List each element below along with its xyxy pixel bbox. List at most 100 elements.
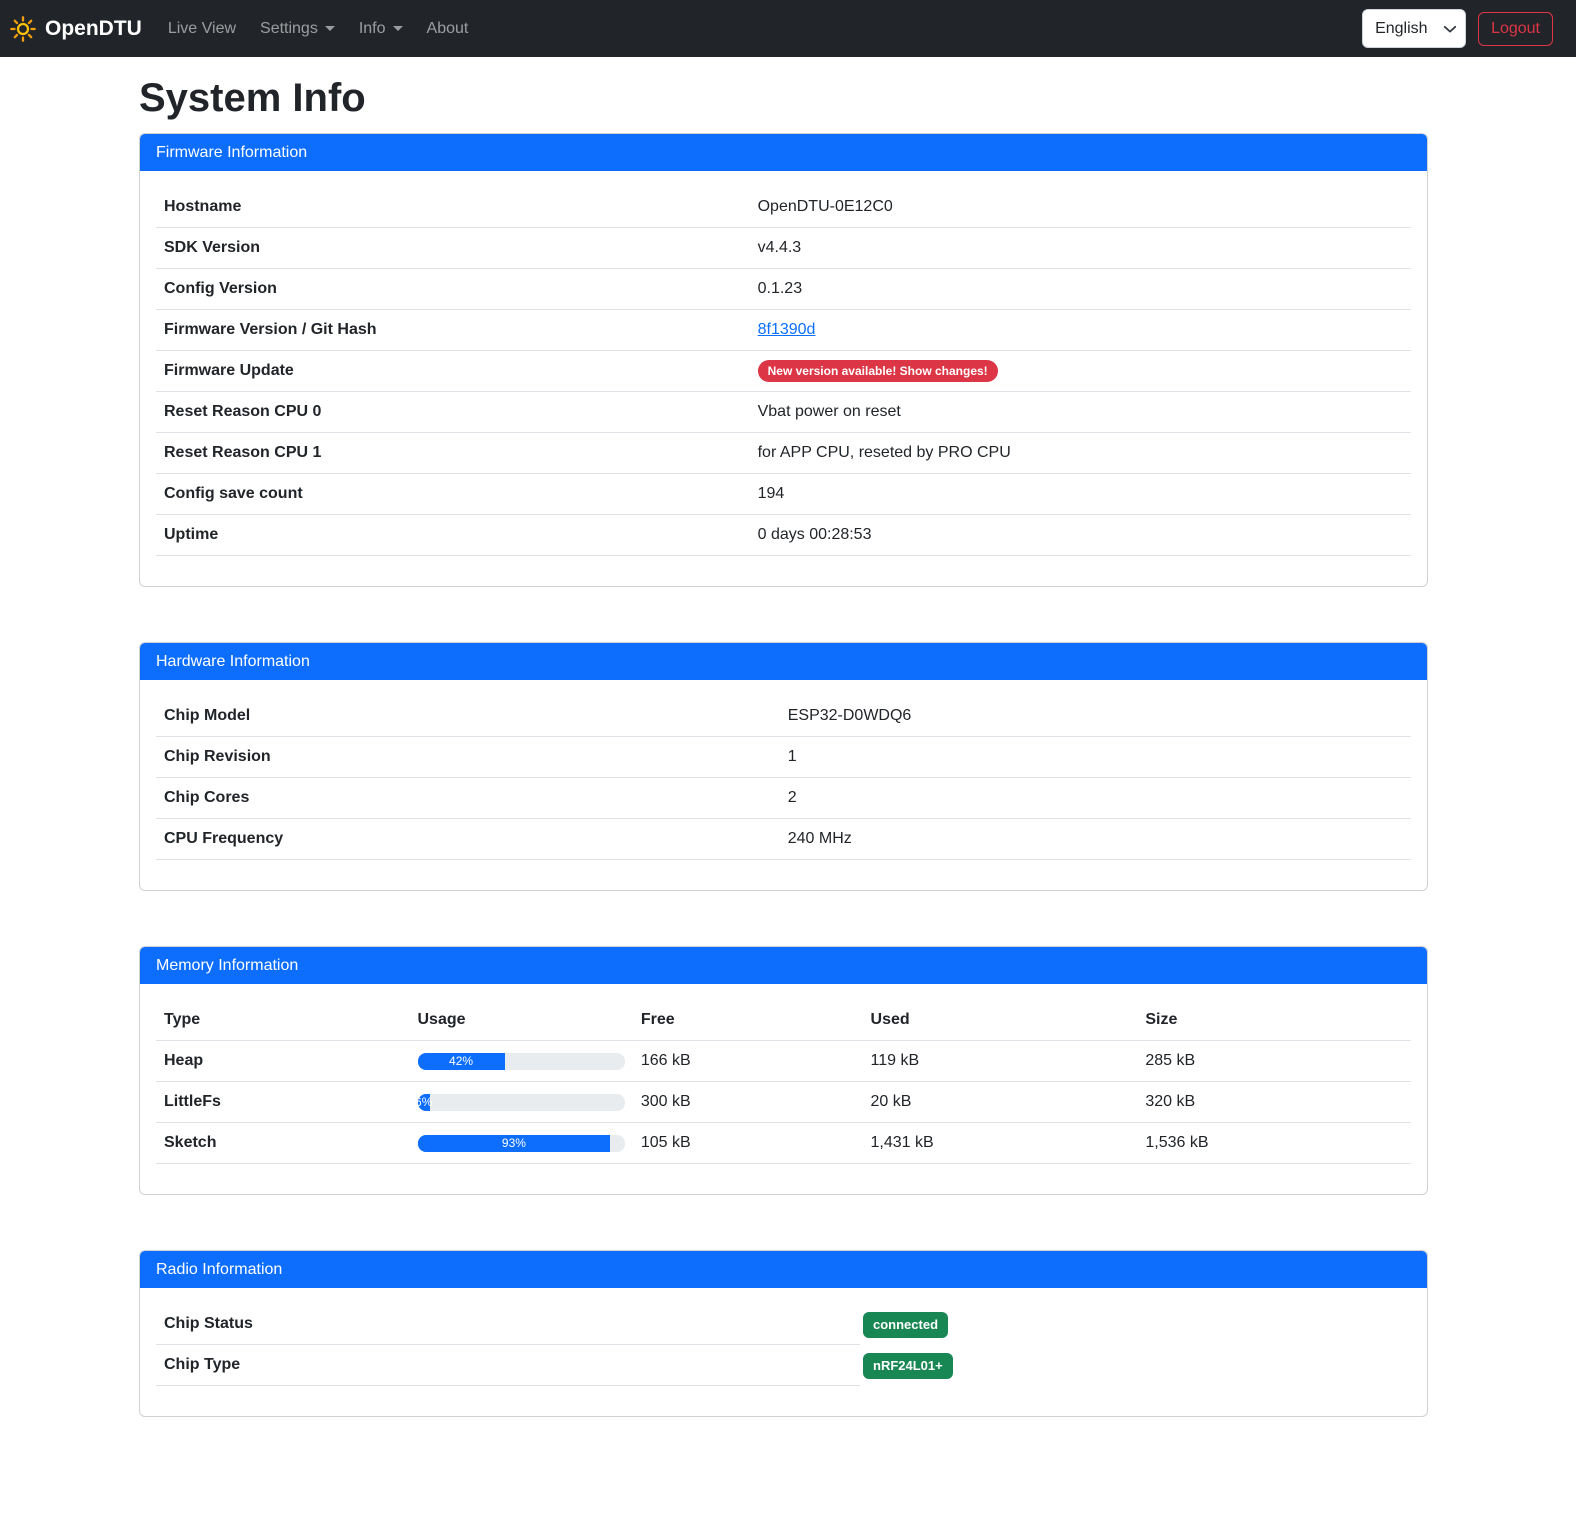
row-label: Firmware Update [156, 350, 750, 392]
usage-progress-bar: 42% [417, 1052, 625, 1070]
row-value: Vbat power on reset [757, 403, 901, 420]
memory-size-value: 1,536 kB [1137, 1122, 1411, 1164]
usage-progress-fill: 6% [415, 1093, 432, 1111]
row-value-cell: 240 MHz [779, 818, 1411, 860]
row-value-cell: Vbat power on reset [749, 391, 1411, 433]
nav-item-label: Live View [167, 19, 237, 37]
firmware-card-body: Hostname OpenDTU-0E12C0 SDK Version v4.4.3 C… [140, 171, 1427, 586]
memory-type-label: LittleFs [156, 1081, 410, 1123]
firmware-card-header: Firmware Information [140, 134, 1427, 171]
table-row: CPU Frequency 240 MHz [156, 818, 1411, 860]
row-value: for APP CPU, reseted by PRO CPU [757, 444, 1011, 461]
brand-label: OpenDTU [45, 16, 142, 40]
hardware-card-body: Chip Model ESP32-D0WDQ6 Chip Revision 1 Chip… [140, 680, 1427, 890]
row-value-cell: for APP CPU, reseted by PRO CPU [749, 432, 1411, 474]
memory-free-value: 105 kB [632, 1122, 863, 1164]
page-title: System Info [139, 76, 366, 120]
nav-item-label: Info [358, 19, 386, 37]
memory-usage-cell: 93% [409, 1122, 633, 1164]
row-value-cell: 0 days 00:28:53 [749, 514, 1411, 556]
row-value-cell: ESP32-D0WDQ6 [779, 696, 1411, 737]
memory-column-header: Type [156, 1000, 410, 1041]
firmware-table: Hostname OpenDTU-0E12C0 SDK Version v4.4.3 C… [156, 187, 1411, 556]
memory-card-header: Memory Information [140, 947, 1427, 984]
memory-used-value: 119 kB [862, 1040, 1138, 1082]
table-row: Chip Revision 1 [156, 736, 1411, 778]
usage-progress-fill: 93% [417, 1134, 611, 1152]
memory-usage-cell: 6% [409, 1081, 633, 1123]
nav-item-settings[interactable]: Settings [252, 12, 343, 46]
firmware-information-card: Firmware Information Hostname OpenDTU-0E1… [139, 133, 1428, 587]
table-row: Config save count 194 [156, 473, 1411, 515]
table-row: Chip Cores 2 [156, 777, 1411, 819]
memory-usage-cell: 42% [409, 1040, 633, 1082]
table-row: SDK Version v4.4.3 [156, 227, 1411, 269]
table-row: Chip Status connected [156, 1304, 1411, 1345]
memory-free-value: 300 kB [632, 1081, 863, 1123]
usage-progress-fill: 42% [417, 1052, 505, 1070]
table-row: Config Version 0.1.23 [156, 268, 1411, 310]
row-value: 1 [787, 748, 797, 765]
row-label: Reset Reason CPU 1 [156, 432, 750, 474]
table-row: Uptime 0 days 00:28:53 [156, 514, 1411, 556]
memory-column-header: Size [1137, 1000, 1411, 1041]
row-value-cell: 194 [749, 473, 1411, 515]
navbar: OpenDTU Live View Settings Info About Engli… [0, 0, 1576, 57]
table-row: Chip Type nRF24L01+ [156, 1345, 1411, 1386]
hardware-card-header: Hardware Information [140, 643, 1427, 680]
radio-information-card: Radio Information Chip Status connected Ch… [139, 1250, 1428, 1417]
table-row: Reset Reason CPU 0 Vbat power on reset [156, 391, 1411, 433]
memory-free-value: 166 kB [632, 1040, 863, 1082]
usage-progress-label: 42% [449, 1054, 474, 1068]
row-label: Config Version [156, 268, 750, 310]
row-value-cell: connected [863, 1311, 949, 1338]
row-value: v4.4.3 [757, 239, 802, 256]
status-badge: connected [863, 1311, 949, 1338]
memory-used-value: 20 kB [862, 1081, 1138, 1123]
brand-link[interactable]: OpenDTU [10, 15, 142, 42]
memory-card-body: Type Usage Free Used Size Heap 42% 166 kB 119 k… [140, 984, 1427, 1194]
memory-size-value: 285 kB [1137, 1040, 1411, 1082]
row-value-cell: 2 [779, 777, 1411, 819]
memory-used-value: 1,431 kB [862, 1122, 1138, 1164]
logout-button[interactable]: Logout [1478, 11, 1553, 46]
nav-item-info[interactable]: Info [351, 12, 411, 46]
row-label: Config save count [156, 473, 750, 515]
nav-item-label: Settings [260, 19, 318, 37]
git-hash-link[interactable]: 8f1390d [757, 321, 816, 338]
row-value-cell: New version available! Show changes! [749, 350, 1411, 392]
nav-links: Live View Settings Info About [156, 12, 481, 46]
nav-item-about[interactable]: About [419, 12, 477, 46]
memory-table: Type Usage Free Used Size Heap 42% 166 kB 119 k… [156, 1000, 1411, 1164]
table-row: Firmware Update New version available! Sh… [156, 350, 1411, 392]
row-label: Chip Revision [156, 736, 780, 778]
row-value: 2 [787, 789, 797, 806]
table-row: Hostname OpenDTU-0E12C0 [156, 187, 1411, 228]
main-content: System Info Firmware Information Hostnam… [139, 75, 1428, 1530]
row-label: Uptime [156, 514, 750, 556]
row-value-cell: nRF24L01+ [863, 1352, 953, 1379]
row-label: Reset Reason CPU 0 [156, 391, 750, 433]
table-row: LittleFs 6% 300 kB 20 kB 320 kB [156, 1081, 1411, 1123]
status-badge: nRF24L01+ [863, 1352, 953, 1379]
row-value: 0 days 00:28:53 [757, 526, 872, 543]
usage-progress-bar: 93% [417, 1134, 625, 1152]
memory-type-label: Sketch [156, 1122, 410, 1164]
memory-size-value: 320 kB [1137, 1081, 1411, 1123]
row-value: 0.1.23 [757, 280, 803, 297]
nav-item-label: About [426, 19, 469, 37]
radio-card-header: Radio Information [140, 1251, 1427, 1288]
row-label: Chip Cores [156, 777, 780, 819]
row-value: ESP32-D0WDQ6 [787, 707, 912, 724]
nav-item-live-view[interactable]: Live View [160, 12, 244, 46]
firmware-update-badge[interactable]: New version available! Show changes! [757, 360, 998, 382]
language-select[interactable]: English [1362, 9, 1467, 48]
usage-progress-bar: 6% [415, 1093, 625, 1111]
table-row: Chip Model ESP32-D0WDQ6 [156, 696, 1411, 737]
memory-column-header: Free [632, 1000, 863, 1041]
row-label: Chip Type [156, 1345, 860, 1386]
radio-card-body: Chip Status connected Chip Type nRF24L01+ [140, 1288, 1427, 1416]
table-row: Reset Reason CPU 1 for APP CPU, reseted b… [156, 432, 1411, 474]
row-value: 240 MHz [787, 830, 852, 847]
memory-column-header: Usage [409, 1000, 633, 1041]
